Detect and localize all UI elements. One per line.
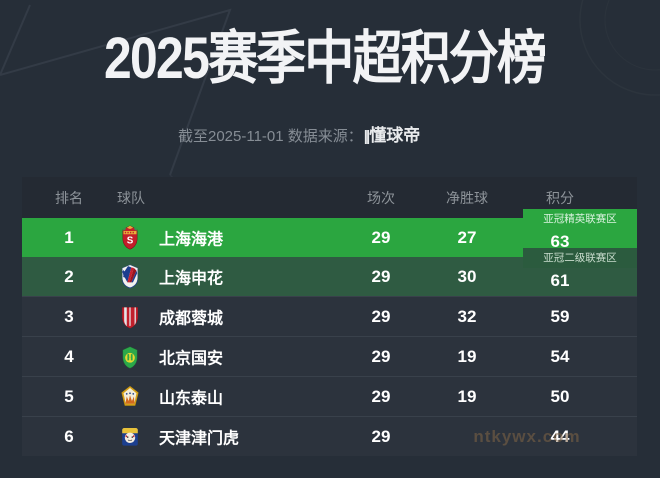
- svg-text:S: S: [127, 235, 134, 246]
